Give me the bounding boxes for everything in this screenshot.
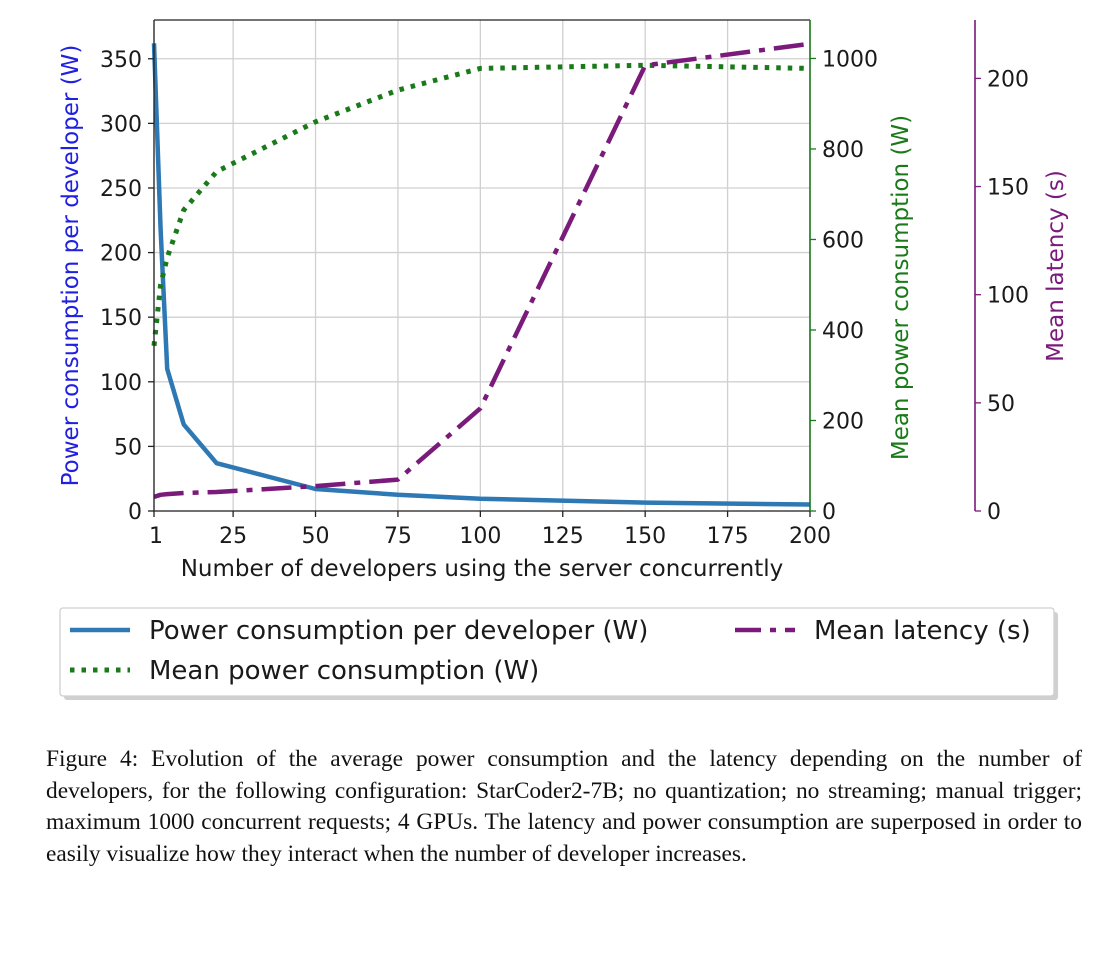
series-layer: [151, 41, 811, 507]
x-tick-label-5: 125: [542, 524, 584, 549]
legend-label-1: Mean power consumption (W): [149, 656, 539, 686]
x-tick-label-7: 175: [707, 524, 749, 549]
left-tick-label-0: 0: [128, 500, 142, 525]
legend-label-0: Power consumption per developer (W): [149, 616, 648, 646]
right2-tick-label-3: 150: [987, 176, 1029, 201]
series-line-0: [151, 43, 811, 507]
right1-tick-label-0: 0: [822, 500, 836, 525]
right1-tick-label-1: 200: [822, 409, 864, 434]
left-tick-label-6: 300: [100, 112, 142, 137]
left-tick-label-4: 200: [100, 242, 142, 267]
legend: Power consumption per developer (W) Mean …: [59, 607, 1058, 700]
right1-axis-label: Mean power consumption (W): [888, 115, 914, 460]
x-tick-label-1: 25: [219, 524, 247, 549]
grid: [153, 20, 811, 512]
legend-label-2: Mean latency (s): [814, 616, 1031, 646]
right1-tick-label-5: 1000: [822, 47, 878, 72]
series-line-1: [151, 62, 811, 347]
left-tick-label-2: 100: [100, 371, 142, 396]
left-tick-label-1: 50: [114, 435, 142, 460]
left-tick-label-5: 250: [100, 177, 142, 202]
x-tick-label-6: 150: [624, 524, 666, 549]
right2-tick-label-4: 200: [987, 67, 1029, 92]
right2-tick-label-0: 0: [987, 500, 1001, 525]
series-line-2: [153, 41, 811, 500]
figure-caption: Figure 4: Evolution of the average power…: [46, 746, 1082, 867]
left-axis-label: Power consumption per developer (W): [58, 45, 84, 487]
x-tick-label-3: 75: [384, 524, 412, 549]
legend-box: [59, 607, 1055, 697]
left-tick-label-7: 350: [100, 48, 142, 73]
right1-tick-label-2: 400: [822, 319, 864, 344]
x-tick-label-4: 100: [459, 524, 501, 549]
x-tick-label-8: 200: [789, 524, 831, 549]
left-tick-label-3: 150: [100, 306, 142, 331]
x-tick-label-0: 1: [149, 524, 163, 549]
right1-tick-label-4: 800: [822, 138, 864, 163]
x-axis-label: Number of developers using the server co…: [181, 556, 784, 582]
right2-tick-label-1: 50: [987, 392, 1015, 417]
x-tick-label-2: 50: [302, 524, 330, 549]
right2-tick-label-2: 100: [987, 284, 1029, 309]
right2-axis-label: Mean latency (s): [1043, 170, 1069, 362]
right1-tick-label-3: 600: [822, 228, 864, 253]
